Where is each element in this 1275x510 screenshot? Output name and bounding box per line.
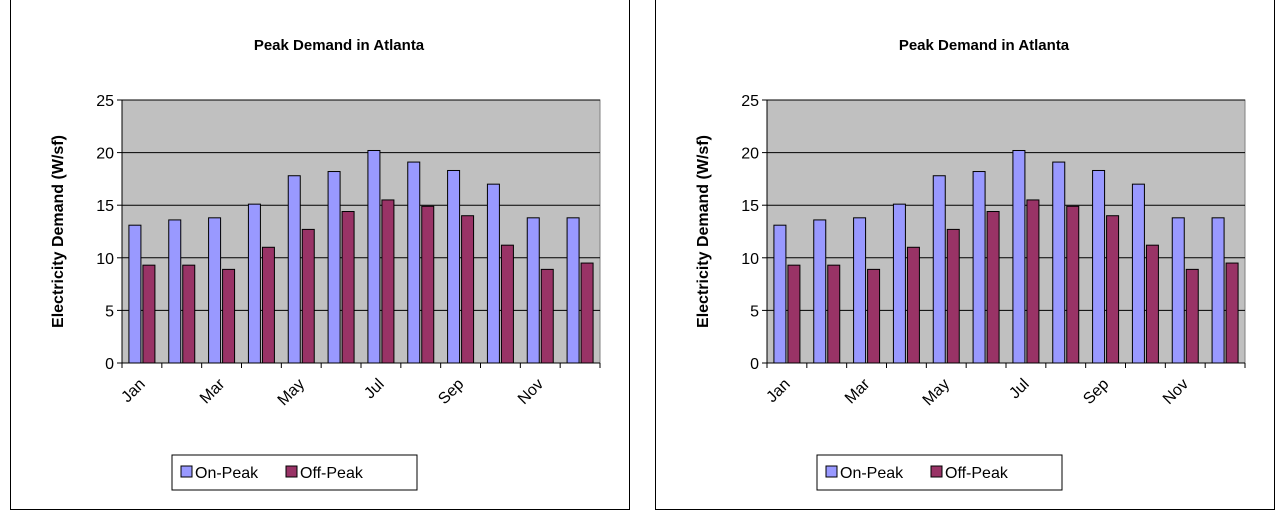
bar-on-peak-nov [1171,217,1185,364]
x-tick-label: Mar [842,375,874,407]
bar-off-peak-dec [1225,262,1239,364]
bar-on-peak-may [932,175,946,364]
x-tick-label: Sep [1080,376,1112,408]
bar-on-peak-jun [327,171,341,364]
legend-label-on-peak: On-Peak [840,465,904,482]
bar-on-peak-may [287,175,301,364]
bar-off-peak-jun [986,211,1000,364]
bar-off-peak-oct [500,244,514,364]
bar-off-peak-apr [261,246,275,364]
chart-left-svg: Peak Demand in Atlanta 0 5 10 15 20 25 Jan Mar Ma… [50,37,601,491]
x-tick-label: Nov [515,376,547,408]
chart-panel-left: Peak Demand in Atlanta 0 5 10 15 20 25 Jan Mar Ma… [10,0,630,510]
x-tick-label: May [275,376,308,409]
bar-off-peak-sep [1106,215,1120,364]
x-tick-label: Jul [1006,376,1032,402]
y-tick-label: 10 [741,251,759,268]
bar-on-peak-oct [486,183,500,364]
x-tick-label: Jan [763,376,793,406]
bar-on-peak-feb [168,219,182,364]
y-tick-label: 15 [741,198,759,215]
x-tick-label: Jul [361,376,387,402]
bar-on-peak-mar [208,217,222,364]
y-tick-label: 10 [96,251,114,268]
y-tick-label: 20 [96,146,114,163]
chart-title: Peak Demand in Atlanta [899,37,1070,54]
legend: On-Peak Off-Peak [816,454,1063,491]
y-tick-label: 5 [750,303,759,320]
y-axis-label: Electricity Demand (W/sf) [50,135,67,328]
legend: On-Peak Off-Peak [171,454,418,491]
bar-on-peak-mar [853,217,867,364]
bar-off-peak-jun [341,211,355,364]
bar-off-peak-feb [182,264,196,364]
y-axis-label: Electricity Demand (W/sf) [695,135,712,328]
legend-label-on-peak: On-Peak [195,465,259,482]
x-tick-label: Jan [118,376,148,406]
bar-off-peak-jan [142,264,156,364]
x-tick-label: May [920,376,953,409]
y-tick-label: 0 [105,356,114,373]
bar-on-peak-oct [1131,183,1145,364]
bar-off-peak-jul [1026,199,1040,364]
bar-on-peak-apr [892,203,906,364]
y-tick-label: 15 [96,198,114,215]
y-tick-label: 20 [741,146,759,163]
bar-on-peak-apr [247,203,261,364]
legend-label-off-peak: Off-Peak [300,465,364,482]
bar-off-peak-may [301,228,315,364]
y-tick-label: 25 [96,93,114,110]
legend-swatch-on-peak [180,465,193,478]
bar-on-peak-jan [773,224,787,364]
bar-on-peak-nov [526,217,540,364]
y-tick-label: 0 [750,356,759,373]
bar-off-peak-nov [540,268,554,364]
bar-on-peak-jan [128,224,142,364]
plot-area [121,99,601,364]
x-tick-label: Nov [1160,376,1192,408]
bar-on-peak-feb [813,219,827,364]
bar-off-peak-oct [1145,244,1159,364]
legend-swatch-off-peak [285,465,298,478]
bar-off-peak-mar [222,268,236,364]
bar-on-peak-jul [1012,149,1026,364]
bar-off-peak-nov [1185,268,1199,364]
legend-label-off-peak: Off-Peak [945,465,1009,482]
legend-swatch-off-peak [930,465,943,478]
bar-on-peak-jul [367,149,381,364]
bar-off-peak-aug [421,205,435,364]
bar-off-peak-apr [906,246,920,364]
y-tick-label: 5 [105,303,114,320]
bar-off-peak-jan [787,264,801,364]
bar-on-peak-sep [447,169,461,364]
legend-box [171,454,418,491]
bar-on-peak-jun [972,171,986,364]
bar-on-peak-sep [1092,169,1106,364]
y-tick-label: 25 [741,93,759,110]
bar-on-peak-dec [1211,217,1225,364]
bar-off-peak-may [946,228,960,364]
chart-right-svg: Peak Demand in Atlanta 0 5 10 15 20 25 Jan Mar Ma… [695,37,1246,491]
bar-off-peak-sep [461,215,475,364]
legend-swatch-on-peak [825,465,838,478]
chart-panel-right: Peak Demand in Atlanta 0 5 10 15 20 25 Jan Mar Ma… [655,0,1275,510]
bar-on-peak-dec [566,217,580,364]
bar-off-peak-mar [867,268,881,364]
bar-off-peak-jul [381,199,395,364]
x-tick-label: Mar [197,375,229,407]
bar-off-peak-aug [1066,205,1080,364]
bar-on-peak-aug [407,161,421,364]
x-tick-label: Sep [435,376,467,408]
bar-off-peak-dec [580,262,594,364]
chart-title: Peak Demand in Atlanta [254,37,425,54]
bar-on-peak-aug [1052,161,1066,364]
bar-off-peak-feb [827,264,841,364]
